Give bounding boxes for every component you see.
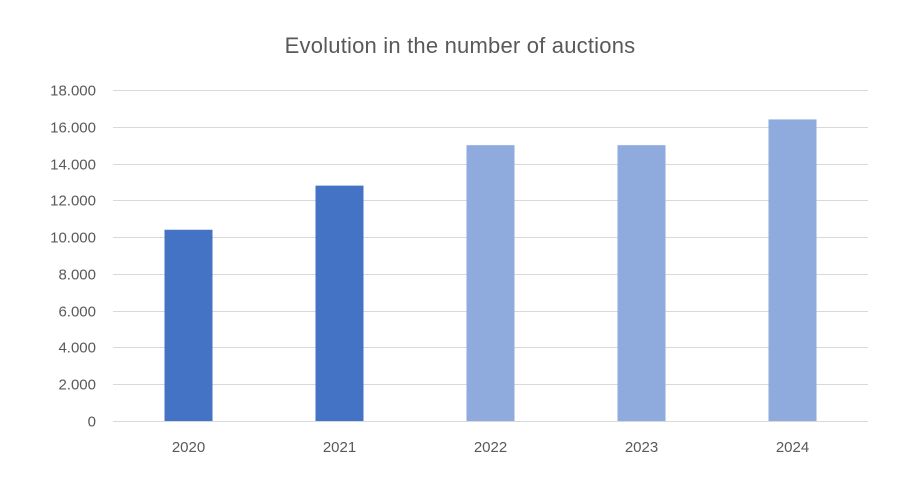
y-tick-label: 12.000	[50, 193, 96, 210]
x-tick-label: 2023	[625, 439, 658, 456]
x-tick-label: 2022	[474, 439, 507, 456]
chart-title: Evolution in the number of auctions	[284, 33, 636, 58]
y-tick-labels: 0 2.000 4.000 6.000 8.000 10.000 12.000 14.000 1…	[50, 83, 96, 431]
y-tick-label: 10.000	[50, 230, 96, 247]
y-tick-label: 2.000	[58, 377, 96, 394]
x-tick-label: 2020	[172, 439, 205, 456]
y-tick-label: 0	[88, 414, 96, 431]
y-tick-label: 4.000	[58, 340, 96, 357]
bar-2022	[466, 145, 515, 421]
bars	[164, 119, 817, 421]
bar-2021	[315, 185, 364, 421]
bar-2023	[617, 145, 666, 421]
y-tick-label: 8.000	[58, 267, 96, 284]
x-tick-label: 2021	[323, 439, 356, 456]
x-tick-labels: 2020 2021 2022 2023 2024	[172, 439, 809, 456]
bar-2024	[768, 119, 817, 421]
y-tick-label: 18.000	[50, 83, 96, 100]
x-tick-label: 2024	[776, 439, 809, 456]
y-tick-label: 6.000	[58, 304, 96, 321]
y-tick-label: 16.000	[50, 120, 96, 137]
y-tick-label: 14.000	[50, 157, 96, 174]
bar-2020	[164, 229, 213, 421]
